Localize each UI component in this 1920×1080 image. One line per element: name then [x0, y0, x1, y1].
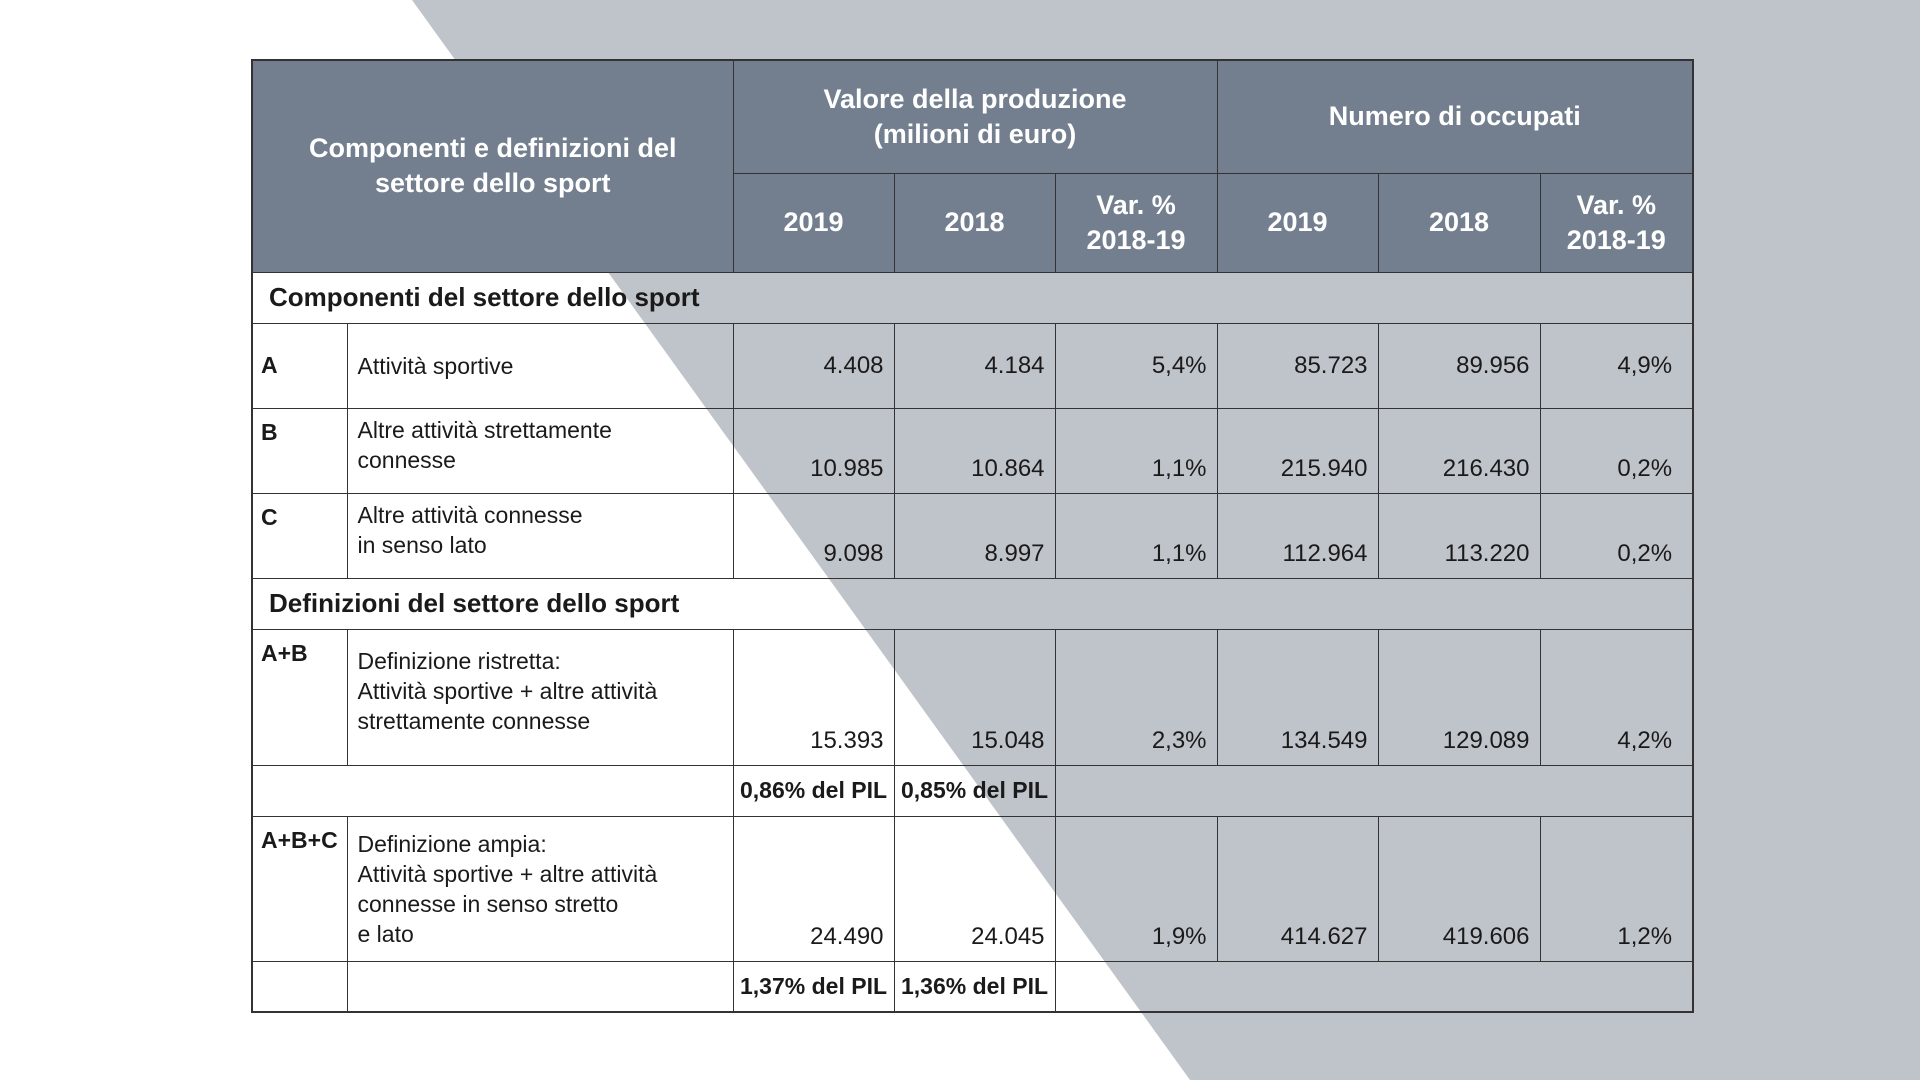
sport-sector-table: Componenti e definizioni del settore del…	[251, 59, 1695, 1013]
occ-2018-value: 113.220	[1377, 492, 1541, 579]
occ-var-header-line2: 2018-19	[1566, 224, 1666, 255]
row-description: Altre attività strettamente connesse	[346, 407, 734, 494]
section-title-definitions: Definizioni del settore dello sport	[251, 577, 1694, 630]
prod-2019-value: 10.985	[732, 407, 895, 494]
table-row-abc-gdp: 1,37% del PIL 1,36% del PIL	[251, 960, 1694, 1013]
sport-sector-table-container: Componenti e definizioni del settore del…	[251, 59, 1695, 1013]
row-description-line: in senso lato	[357, 531, 487, 558]
row-description-line: connesse	[357, 446, 456, 473]
prod-2019-value: 4.408	[732, 322, 895, 409]
occ-2019-value: 414.627	[1216, 815, 1379, 962]
occ-var-value: 0,2%	[1539, 492, 1694, 579]
prod-var-value: 2,3%	[1054, 628, 1218, 766]
table-row-ab-gdp: 0,86% del PIL 0,85% del PIL	[251, 764, 1694, 817]
occ-2018-value: 129.089	[1377, 628, 1541, 766]
occ-2018-value: 419.606	[1377, 815, 1541, 962]
occ-2019-value: 112.964	[1216, 492, 1379, 579]
occ-var-value: 4,9%	[1539, 322, 1694, 409]
row-code: A	[251, 322, 348, 409]
empty-cell	[1054, 960, 1694, 1013]
components-header: Componenti e definizioni del settore del…	[251, 59, 734, 273]
prod-var-value: 5,4%	[1054, 322, 1218, 409]
gdp-share-2019: 0,86% del PIL	[732, 764, 895, 817]
occ-2018-value: 216.430	[1377, 407, 1541, 494]
production-header: Valore della produzione (milioni di euro…	[732, 59, 1218, 174]
empty-cell	[251, 960, 348, 1013]
occ-var-value: 0,2%	[1539, 407, 1694, 494]
table-row-ab: A+B Definizione ristretta: Attività spor…	[251, 628, 1694, 766]
row-description-line: Attività sportive	[357, 352, 514, 379]
row-description: Altre attività connesse in senso lato	[346, 492, 734, 579]
occ-2019-value: 85.723	[1216, 322, 1379, 409]
occ-2019-value: 215.940	[1216, 407, 1379, 494]
row-code: C	[251, 492, 348, 579]
prod-2018-header: 2018	[893, 172, 1056, 273]
prod-var-header-line1: Var. %	[1096, 189, 1176, 220]
header-row-1: Componenti e definizioni del settore del…	[251, 59, 1694, 273]
empty-cell	[251, 764, 734, 817]
section-row-components: Componenti del settore dello sport	[251, 271, 1694, 324]
occ-var-value: 1,2%	[1539, 815, 1694, 962]
prod-var-value: 1,1%	[1054, 492, 1218, 579]
prod-2018-value: 4.184	[893, 322, 1056, 409]
occ-2018-header: 2018	[1377, 172, 1541, 273]
table-row-a: A Attività sportive 4.408 4.184 5,4% 85.…	[251, 322, 1694, 409]
occ-var-value: 4,2%	[1539, 628, 1694, 766]
gdp-share-2019: 1,37% del PIL	[732, 960, 895, 1013]
prod-var-value: 1,1%	[1054, 407, 1218, 494]
row-description-line: Definizione ampia:	[357, 830, 547, 857]
production-header-line1: Valore della produzione	[823, 83, 1127, 114]
employment-header-label: Numero di occupati	[1328, 101, 1581, 132]
prod-2018-value: 8.997	[893, 492, 1056, 579]
row-description: Definizione ristretta: Attività sportive…	[346, 628, 734, 766]
prod-2018-value: 15.048	[893, 628, 1056, 766]
table-row-abc: A+B+C Definizione ampia: Attività sporti…	[251, 815, 1694, 962]
prod-var-header: Var. % 2018-19	[1054, 172, 1218, 273]
row-description: Attività sportive	[346, 322, 734, 409]
row-description-line: Altre attività connesse	[357, 501, 583, 528]
occ-2018-value: 89.956	[1377, 322, 1541, 409]
production-header-line2: (milioni di euro)	[873, 118, 1077, 149]
table-row-b: B Altre attività strettamente connesse 1…	[251, 407, 1694, 494]
prod-2019-value: 15.393	[732, 628, 895, 766]
prod-2019-header: 2019	[732, 172, 895, 273]
gdp-share-2018: 0,85% del PIL	[893, 764, 1056, 817]
gdp-share-2018: 1,36% del PIL	[893, 960, 1056, 1013]
row-description-line: strettamente connesse	[357, 707, 591, 734]
components-header-label: Componenti e definizioni del settore del…	[309, 133, 677, 199]
prod-2018-value: 10.864	[893, 407, 1056, 494]
row-description: Definizione ampia: Attività sportive + a…	[346, 815, 734, 962]
occ-2019-value: 134.549	[1216, 628, 1379, 766]
row-code: B	[251, 407, 348, 494]
occ-var-header: Var. % 2018-19	[1539, 172, 1694, 273]
table-row-c: C Altre attività connesse in senso lato …	[251, 492, 1694, 579]
row-description-line: Attività sportive + altre attività	[357, 677, 658, 704]
empty-cell	[1054, 764, 1694, 817]
section-row-definitions: Definizioni del settore dello sport	[251, 577, 1694, 630]
row-description-line: Altre attività strettamente	[357, 416, 612, 443]
row-code: A+B	[251, 628, 348, 766]
row-description-line: Attività sportive + altre attività	[357, 860, 658, 887]
occ-var-header-line1: Var. %	[1576, 189, 1657, 220]
prod-2019-value: 9.098	[732, 492, 895, 579]
empty-cell	[346, 960, 734, 1013]
header-row-2: 2019 2018 Var. % 2018-19 2019 2018 Var. …	[252, 172, 1694, 273]
section-title-components: Componenti del settore dello sport	[251, 271, 1694, 324]
prod-var-header-line2: 2018-19	[1086, 224, 1186, 255]
prod-2019-value: 24.490	[732, 815, 895, 962]
row-code: A+B+C	[251, 815, 348, 962]
occ-2019-header: 2019	[1216, 172, 1379, 273]
prod-2018-value: 24.045	[893, 815, 1056, 962]
employment-header: Numero di occupati	[1216, 59, 1694, 174]
row-description-line: Definizione ristretta:	[357, 647, 561, 674]
prod-var-value: 1,9%	[1054, 815, 1218, 962]
row-description-line: connesse in senso stretto	[357, 890, 619, 917]
row-description-line: e lato	[357, 920, 414, 947]
